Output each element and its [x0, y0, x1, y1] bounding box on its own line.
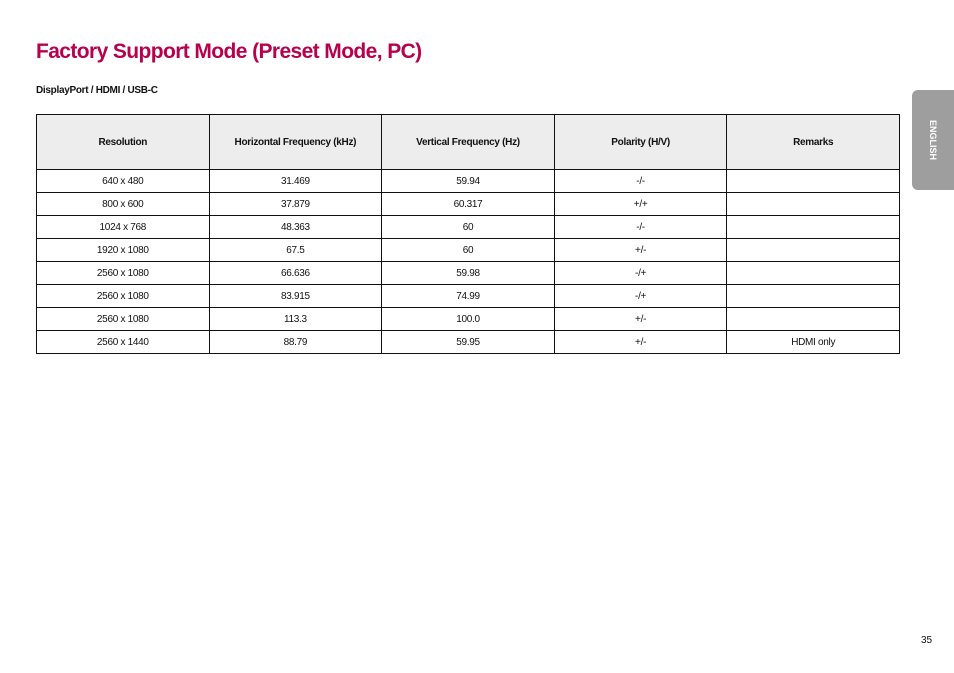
header-polarity: Polarity (H/V) [553, 114, 728, 170]
cell-vertical-frequency: 59.95 [381, 330, 555, 354]
cell-resolution: 2560 x 1080 [36, 284, 210, 308]
cell-vertical-frequency: 59.94 [381, 169, 555, 193]
cell-resolution: 800 x 600 [36, 192, 210, 216]
cell-horizontal-frequency: 67.5 [208, 238, 383, 262]
cell-horizontal-frequency: 37.879 [208, 192, 383, 216]
cell-vertical-frequency: 60 [381, 215, 555, 239]
cell-vertical-frequency: 100.0 [381, 307, 555, 331]
cell-resolution: 1024 x 768 [36, 215, 210, 239]
cell-polarity: -/- [553, 215, 728, 239]
table-row: 2560 x 1080 113.3 100.0 +/- [36, 307, 900, 331]
language-tab-label: ENGLISH [928, 119, 938, 161]
page-title: Factory Support Mode (Preset Mode, PC) [36, 40, 422, 63]
cell-remarks [726, 192, 900, 216]
cell-horizontal-frequency: 83.915 [208, 284, 383, 308]
table-row: 1024 x 768 48.363 60 -/- [36, 215, 900, 239]
table-header-row: Resolution Horizontal Frequency (kHz) Ve… [36, 114, 900, 170]
cell-horizontal-frequency: 66.636 [208, 261, 383, 285]
cell-remarks [726, 215, 900, 239]
cell-remarks [726, 169, 900, 193]
cell-polarity: +/- [553, 330, 728, 354]
cell-horizontal-frequency: 113.3 [208, 307, 383, 331]
cell-resolution: 640 x 480 [36, 169, 210, 193]
cell-polarity: +/+ [553, 192, 728, 216]
cell-polarity: +/- [553, 307, 728, 331]
table-row: 2560 x 1080 83.915 74.99 -/+ [36, 284, 900, 308]
cell-remarks [726, 307, 900, 331]
language-tab: ENGLISH [912, 90, 954, 190]
cell-horizontal-frequency: 88.79 [208, 330, 383, 354]
cell-polarity: -/+ [553, 261, 728, 285]
cell-resolution: 2560 x 1080 [36, 307, 210, 331]
table-row: 2560 x 1080 66.636 59.98 -/+ [36, 261, 900, 285]
cell-resolution: 2560 x 1080 [36, 261, 210, 285]
cell-remarks: HDMI only [726, 330, 900, 354]
section-subtitle: DisplayPort / HDMI / USB-C [36, 85, 158, 96]
cell-horizontal-frequency: 48.363 [208, 215, 383, 239]
header-vertical-frequency: Vertical Frequency (Hz) [381, 114, 555, 170]
cell-vertical-frequency: 74.99 [381, 284, 555, 308]
cell-resolution: 2560 x 1440 [36, 330, 210, 354]
cell-remarks [726, 238, 900, 262]
header-horizontal-frequency: Horizontal Frequency (kHz) [208, 114, 383, 170]
cell-vertical-frequency: 59.98 [381, 261, 555, 285]
preset-mode-table: Resolution Horizontal Frequency (kHz) Ve… [36, 114, 900, 354]
page-number: 35 [921, 635, 933, 646]
header-remarks: Remarks [726, 114, 900, 170]
cell-remarks [726, 284, 900, 308]
table-row: 2560 x 1440 88.79 59.95 +/- HDMI only [36, 330, 900, 354]
cell-remarks [726, 261, 900, 285]
table-row: 800 x 600 37.879 60.317 +/+ [36, 192, 900, 216]
cell-horizontal-frequency: 31.469 [208, 169, 383, 193]
cell-polarity: -/+ [553, 284, 728, 308]
cell-polarity: +/- [553, 238, 728, 262]
cell-polarity: -/- [553, 169, 728, 193]
cell-vertical-frequency: 60.317 [381, 192, 555, 216]
header-resolution: Resolution [36, 114, 210, 170]
cell-vertical-frequency: 60 [381, 238, 555, 262]
table-row: 640 x 480 31.469 59.94 -/- [36, 169, 900, 193]
table-row: 1920 x 1080 67.5 60 +/- [36, 238, 900, 262]
cell-resolution: 1920 x 1080 [36, 238, 210, 262]
